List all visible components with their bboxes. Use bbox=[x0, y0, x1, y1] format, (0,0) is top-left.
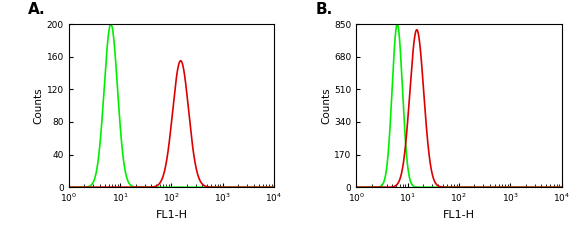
X-axis label: FL1-H: FL1-H bbox=[155, 210, 187, 220]
Y-axis label: Counts: Counts bbox=[321, 87, 331, 124]
Y-axis label: Counts: Counts bbox=[34, 87, 44, 124]
Text: A.: A. bbox=[28, 2, 45, 18]
Text: B.: B. bbox=[315, 2, 332, 18]
X-axis label: FL1-H: FL1-H bbox=[443, 210, 475, 220]
